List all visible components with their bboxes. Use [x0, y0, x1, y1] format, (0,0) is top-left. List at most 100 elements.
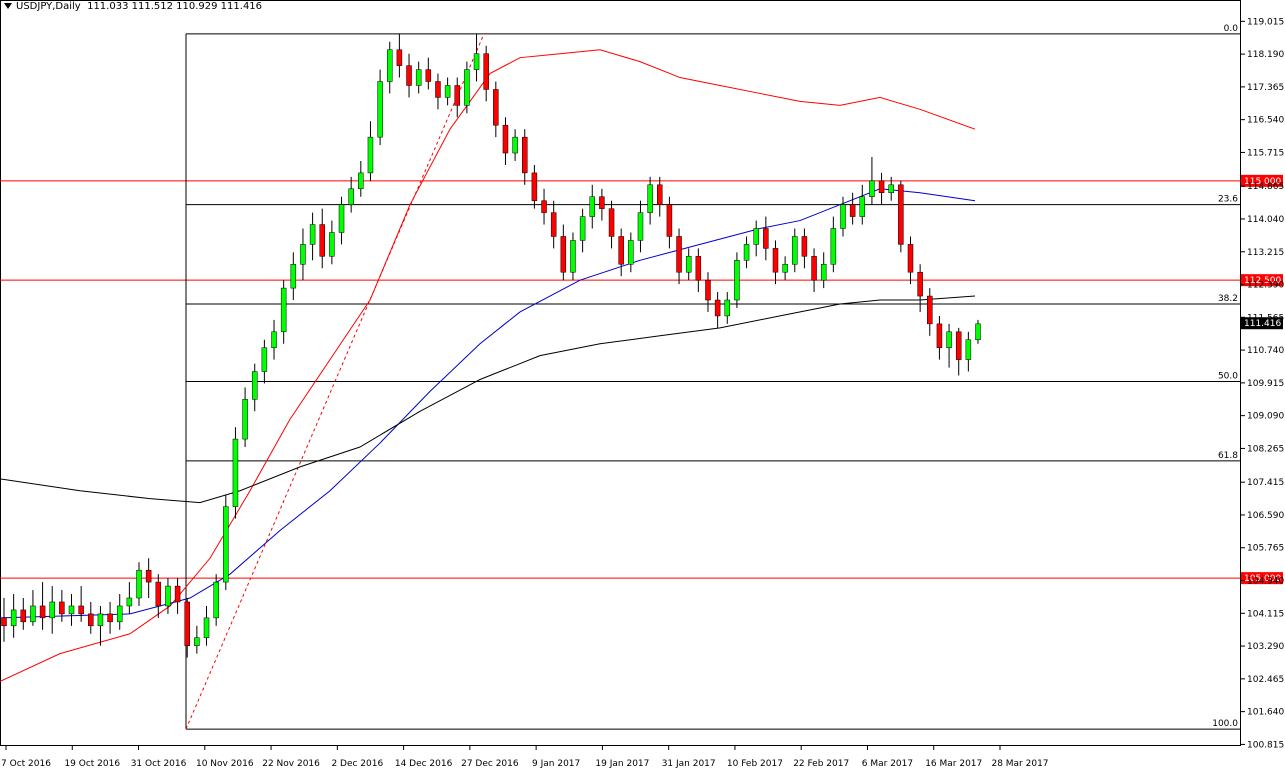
candle-bear — [425, 69, 432, 82]
candle-bull — [579, 216, 586, 241]
candle-bear — [898, 184, 904, 245]
candle-bear — [618, 236, 624, 265]
y-tick-label: 108.265 — [1247, 444, 1284, 454]
y-tick-label: 100.815 — [1247, 740, 1284, 750]
candle-bear — [59, 601, 65, 615]
candle-bear — [560, 236, 567, 273]
candle-bear — [878, 180, 885, 194]
fib-trend-line — [185, 33, 485, 730]
candle-bear — [145, 569, 152, 583]
candle-bull — [792, 236, 798, 265]
candle-bull — [628, 240, 634, 265]
candle-bull — [830, 228, 837, 265]
candle-bull — [473, 53, 480, 70]
y-tick-label: 118.190 — [1247, 50, 1284, 60]
candle-bear — [657, 184, 663, 205]
x-tick-label: 28 Mar 2017 — [991, 759, 1048, 769]
candle-bull — [946, 331, 952, 348]
y-tick-label: 117.365 — [1247, 83, 1284, 93]
y-tick-label: 109.915 — [1247, 379, 1284, 389]
y-tick-label: 112.390 — [1247, 281, 1284, 291]
candle-bull — [136, 569, 142, 599]
candle-bear — [531, 172, 538, 201]
y-tick-label: 119.015 — [1247, 17, 1284, 27]
candle-bear — [483, 53, 489, 90]
candle-bear — [955, 331, 962, 360]
candle-bear — [184, 601, 190, 646]
candle-bull — [348, 188, 354, 205]
candle-bull — [300, 244, 306, 265]
y-tick-label: 116.540 — [1247, 116, 1284, 126]
moving-average-line — [0, 49, 976, 682]
candle-bear — [454, 85, 460, 106]
candle-bear — [541, 200, 547, 213]
y-tick-label: 115.715 — [1247, 148, 1284, 158]
candle-bear — [319, 224, 325, 257]
candle-bull — [232, 438, 239, 507]
y-tick-label: 107.415 — [1247, 478, 1284, 488]
y-tick-label: 104.115 — [1247, 609, 1284, 619]
candle-bull — [261, 347, 268, 372]
candle-bull — [415, 69, 422, 86]
x-tick-label: 7 Oct 2016 — [1, 759, 51, 769]
candle-bull — [464, 69, 470, 106]
candle-bear — [435, 81, 441, 98]
candle-bull — [820, 264, 827, 281]
fib-level-label: 50.0 — [1218, 371, 1238, 381]
y-tick-label: 102.465 — [1247, 675, 1284, 685]
fib-level-label: 38.2 — [1218, 294, 1238, 304]
price-level-label: 115.000 — [1244, 177, 1281, 187]
candle-bear — [705, 279, 711, 301]
candle-bear — [39, 605, 46, 619]
candle-bull — [165, 585, 171, 607]
price-level-tag — [1241, 572, 1283, 585]
moving-average-line — [0, 188, 976, 619]
x-tick-label: 10 Feb 2017 — [727, 759, 783, 769]
candle-bear — [763, 228, 769, 249]
candle-bull — [637, 212, 644, 241]
candle-bull — [743, 244, 750, 261]
y-tick-label: 114.040 — [1247, 215, 1284, 225]
candle-bear — [406, 65, 412, 86]
candle-bear — [801, 236, 808, 257]
candle-bear — [666, 204, 673, 237]
price-level-label: 105.000 — [1244, 574, 1281, 584]
candle-bull — [975, 323, 981, 341]
fib-level-label: 100.0 — [1212, 719, 1238, 729]
x-tick-label: 31 Jan 2017 — [662, 759, 716, 769]
candle-bull — [367, 136, 374, 174]
fib-level-label: 23.6 — [1218, 195, 1238, 205]
candle-bull — [444, 85, 451, 98]
candle-bear — [493, 89, 499, 126]
candle-bull — [97, 613, 104, 627]
candle-bull — [68, 605, 75, 615]
candle-bear — [608, 208, 615, 237]
price-level-label: 112.500 — [1244, 276, 1281, 286]
candle-bear — [676, 236, 682, 273]
ohlc-values: 111.033 111.512 110.929 111.416 — [87, 1, 263, 12]
candle-bull — [10, 609, 17, 627]
candle-bear — [907, 244, 914, 273]
candle-bull — [223, 506, 229, 583]
y-tick-label: 106.590 — [1247, 511, 1284, 521]
candle-bull — [194, 637, 200, 646]
x-tick-label: 2 Dec 2016 — [331, 759, 383, 769]
candle-bull — [213, 581, 219, 619]
candle-bear — [174, 585, 181, 603]
candle-bull — [271, 331, 277, 348]
candle-bull — [734, 260, 740, 301]
x-tick-label: 19 Jan 2017 — [595, 759, 649, 769]
candle-bear — [107, 613, 113, 623]
fib-level-label: 0.0 — [1224, 24, 1239, 34]
candle-bull — [888, 184, 894, 194]
candle-bear — [20, 609, 27, 623]
candle-bull — [859, 196, 866, 217]
price-level-tag — [1241, 274, 1283, 287]
dropdown-marker-icon[interactable] — [4, 3, 12, 9]
chart-title: USDJPY,Daily 111.033 111.512 110.929 111… — [4, 1, 262, 12]
candle-bull — [49, 601, 55, 619]
candle-bull — [30, 605, 36, 623]
fib-level-label: 61.8 — [1218, 451, 1238, 461]
